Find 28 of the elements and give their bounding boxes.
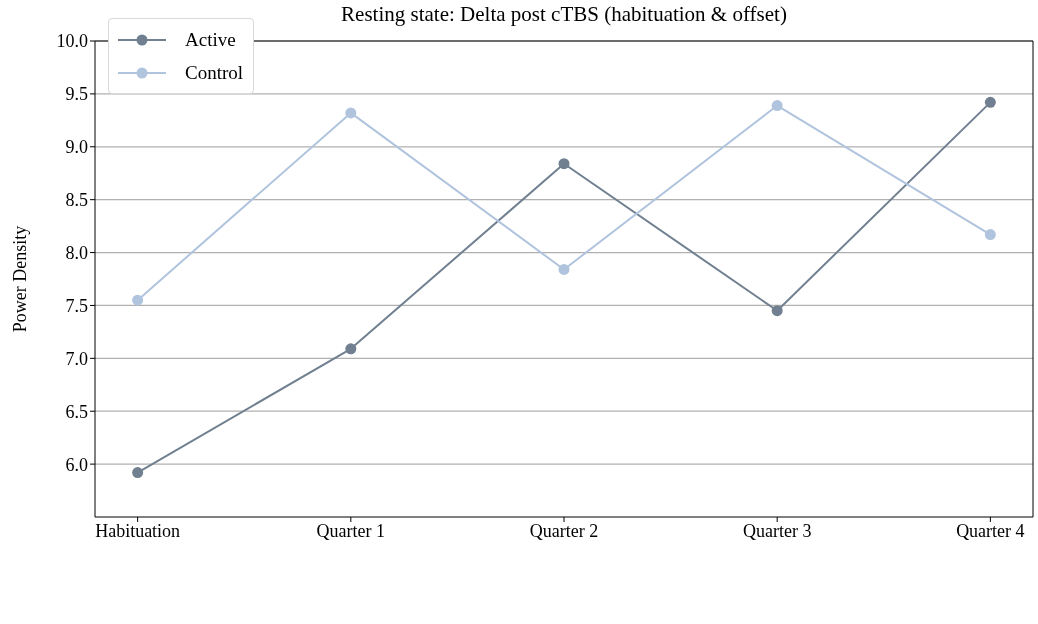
y-tick-label: 9.5: [65, 84, 88, 105]
legend-label: Active: [185, 28, 236, 51]
x-tick-label: Quarter 3: [742, 520, 812, 541]
point: [771, 305, 783, 317]
y-tick-label: 7.0: [65, 348, 88, 369]
legend-label: Control: [185, 61, 244, 84]
point: [984, 96, 996, 108]
y-tick-label: 8.5: [65, 190, 88, 211]
y-tick-label: 7.5: [65, 295, 88, 316]
point: [132, 467, 144, 479]
x-tick-label: Quarter 1: [316, 520, 386, 541]
y-tick-label: 9.0: [65, 137, 88, 158]
x-tick-label: Habituation: [95, 520, 181, 541]
point: [984, 229, 996, 241]
chart-title: Resting state: Delta post cTBS (habituation & offset): [340, 2, 788, 27]
point: [771, 100, 783, 112]
x-tick-label: Quarter 2: [529, 520, 599, 541]
point: [345, 343, 357, 355]
y-tick-label: 6.5: [65, 401, 88, 422]
y-tick-label: 6.0: [65, 454, 88, 475]
x-tick-label: Quarter 4: [956, 520, 1025, 541]
point: [558, 158, 570, 170]
point: [558, 263, 570, 275]
y-axis-title: Power Density: [10, 225, 31, 333]
y-tick-label: 8.0: [65, 242, 88, 263]
y-tick-label: 10.0: [56, 31, 88, 52]
point: [132, 294, 144, 306]
point: [345, 107, 357, 119]
